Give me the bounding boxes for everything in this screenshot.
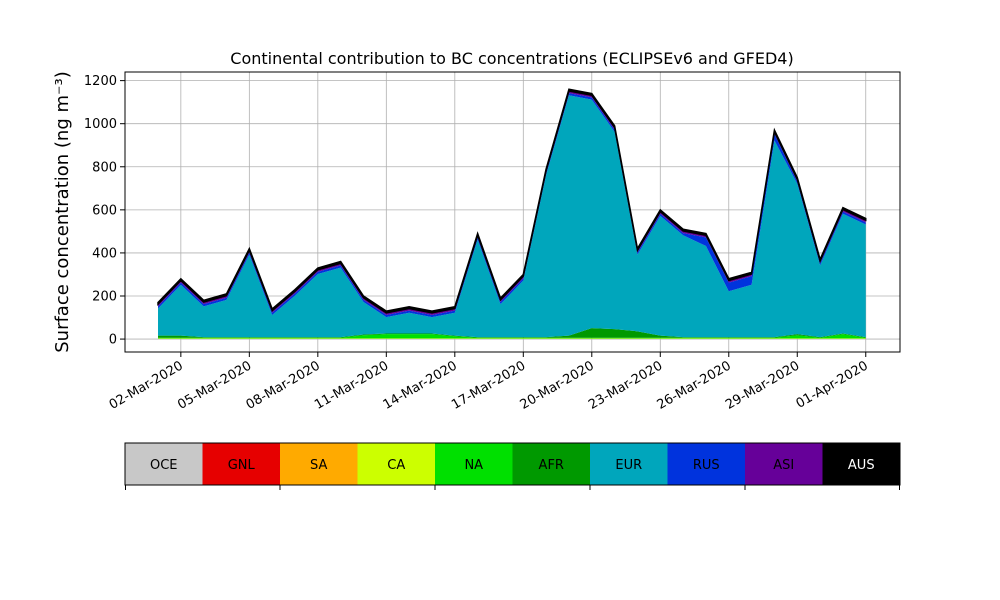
chart-title: Continental contribution to BC concentra… [230,49,793,68]
area [158,95,866,338]
legend-label: GNL [228,458,256,473]
x-tick-label: 05-Mar-2020 [175,358,254,412]
legend-label: RUS [693,458,720,473]
plot-area [125,72,900,352]
y-tick-label: 0 [109,333,117,348]
legend-label: AFR [539,458,564,473]
x-tick-label: 02-Mar-2020 [107,358,186,412]
x-tick-label: 01-Apr-2020 [794,358,871,411]
x-tick-label: 23-Mar-2020 [586,358,665,412]
y-tick-label: 800 [92,160,117,175]
legend-label: NA [464,458,483,473]
legend-swatch [590,443,668,485]
legend-swatch [280,443,358,485]
plot-frame [124,71,901,353]
x-tick-label: 26-Mar-2020 [655,358,734,412]
legend-frame [124,442,901,486]
y-axis-label: Surface concentration (ng m⁻³) [52,71,73,353]
y-tick-label: 400 [92,246,117,261]
area [158,334,866,339]
area [157,88,867,314]
legend-swatch [745,443,823,485]
x-tick-label: 29-Mar-2020 [723,358,802,412]
area [158,93,866,318]
y-tick-label: 1200 [84,74,117,89]
legend-label: AUS [848,458,875,473]
legend-swatch [357,443,435,485]
x-tick-label: 08-Mar-2020 [244,358,323,412]
y-tick-label: 600 [92,203,117,218]
legend-swatch [125,443,203,485]
legend-swatch [667,443,745,485]
legend-label: OCE [150,458,178,473]
legend-swatch [512,443,590,485]
x-tick-label: 17-Mar-2020 [449,358,528,412]
legend-label: CA [387,458,405,473]
legend-label: EUR [615,458,642,473]
y-tick-label: 1000 [84,117,117,132]
legend-swatch [822,443,900,485]
legend-swatch [202,443,280,485]
legend-swatch [435,443,513,485]
x-tick-label: 14-Mar-2020 [381,358,460,412]
legend-label: ASI [773,458,794,473]
legend: OCE GNL SA CA NA AFR EUR RUS ASI AUS [124,442,901,486]
colorbar-ticks [125,485,900,490]
legend-label: SA [310,458,327,473]
x-tick-label: 20-Mar-2020 [518,358,597,412]
x-tick-label: 11-Mar-2020 [312,358,391,412]
y-tick-label: 200 [92,290,117,305]
